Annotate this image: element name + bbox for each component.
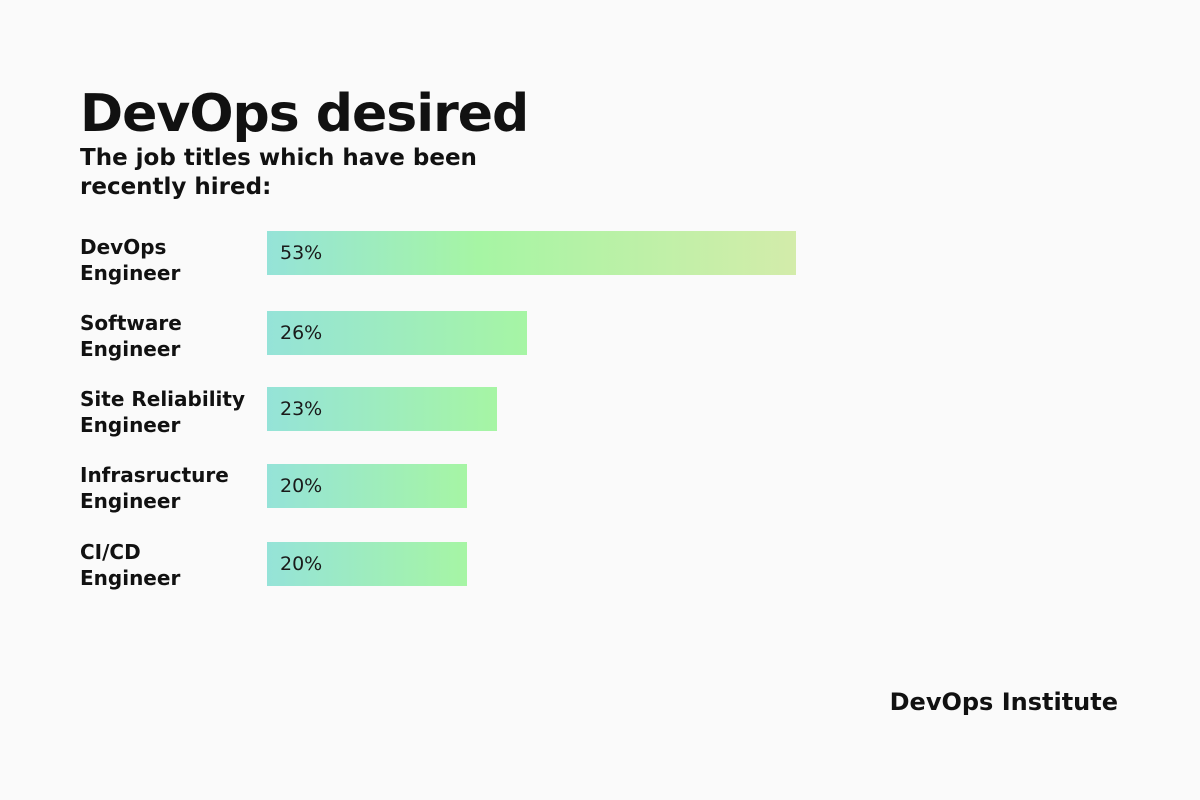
bar: 53%	[267, 231, 796, 275]
category-label: Infrasructure Engineer	[80, 463, 229, 513]
chart-subtitle: The job titles which have been recently …	[80, 145, 477, 200]
bar-value-label: 26%	[280, 322, 323, 344]
bar: 20%	[267, 464, 467, 508]
category-label: Software Engineer	[80, 311, 182, 361]
category-label: DevOps Engineer	[80, 235, 181, 285]
source-brand: DevOps Institute	[889, 688, 1118, 716]
bar-value-label: 20%	[280, 553, 323, 575]
bar-value-label: 53%	[280, 242, 323, 264]
bar-value-label: 20%	[280, 475, 323, 497]
category-label: CI/CD Engineer	[80, 540, 181, 590]
bar: 23%	[267, 387, 497, 431]
bar-value-label: 23%	[280, 398, 323, 420]
chart-title: DevOps desired	[80, 84, 529, 144]
category-label: Site Reliability Engineer	[80, 387, 245, 437]
bar: 26%	[267, 311, 527, 355]
bar: 20%	[267, 542, 467, 586]
